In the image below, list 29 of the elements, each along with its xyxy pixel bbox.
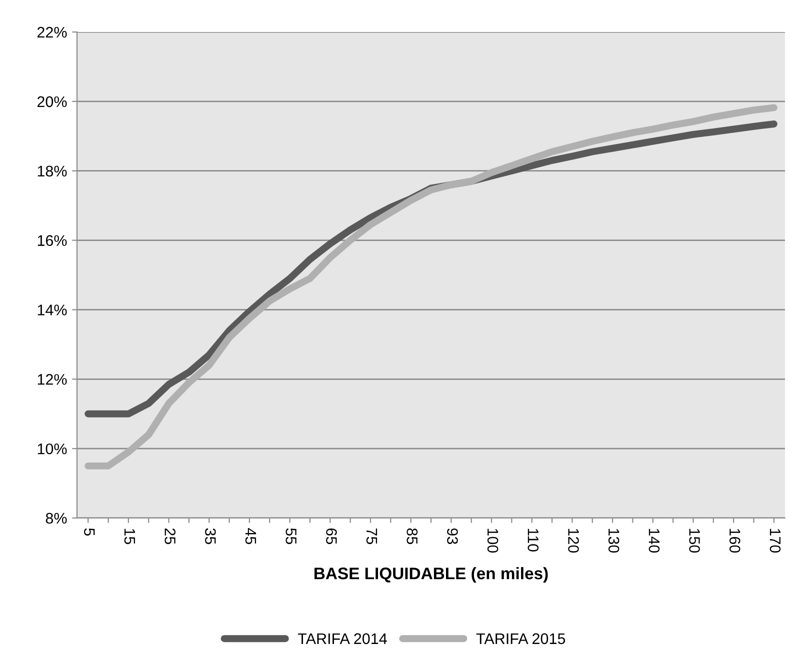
x-tick-label: 120	[568, 528, 579, 553]
x-tick-label: 150	[689, 528, 700, 553]
x-tick-label: 65	[326, 528, 337, 544]
x-tick-label: 110	[528, 528, 539, 552]
x-tick-label: 93	[447, 528, 458, 544]
legend-label: TARIFA 2015	[476, 633, 566, 644]
y-tick-label: 14%	[38, 304, 67, 316]
x-tick-label: 25	[164, 528, 176, 544]
x-tick-label: 35	[205, 528, 216, 544]
y-tick-label: 18%	[38, 166, 67, 177]
y-tick-label: 8%	[46, 512, 67, 524]
y-tick-label: 20%	[37, 96, 67, 108]
x-tick-label: 5	[84, 528, 95, 536]
y-tick-label: 16%	[38, 235, 67, 246]
y-tick-label: 12%	[38, 374, 67, 385]
x-tick-label: 55	[286, 528, 296, 544]
legend-label: TARIFA 2014	[298, 633, 387, 644]
x-tick-label: 85	[406, 528, 418, 544]
x-tick-label: 45	[245, 528, 256, 544]
x-tick-label: 170	[770, 528, 781, 553]
x-tick-label: 100	[487, 528, 498, 553]
y-tick-label: 10%	[38, 443, 67, 454]
x-tick-label: 140	[648, 528, 660, 553]
x-tick-label: 160	[729, 528, 740, 553]
y-tick-label: 22%	[37, 26, 67, 38]
x-axis-title: BASE LIQUIDABLE (en miles)	[314, 567, 548, 583]
x-tick-label: 75	[366, 528, 378, 544]
x-tick-label: 130	[608, 528, 620, 553]
x-tick-label: 15	[124, 528, 135, 544]
